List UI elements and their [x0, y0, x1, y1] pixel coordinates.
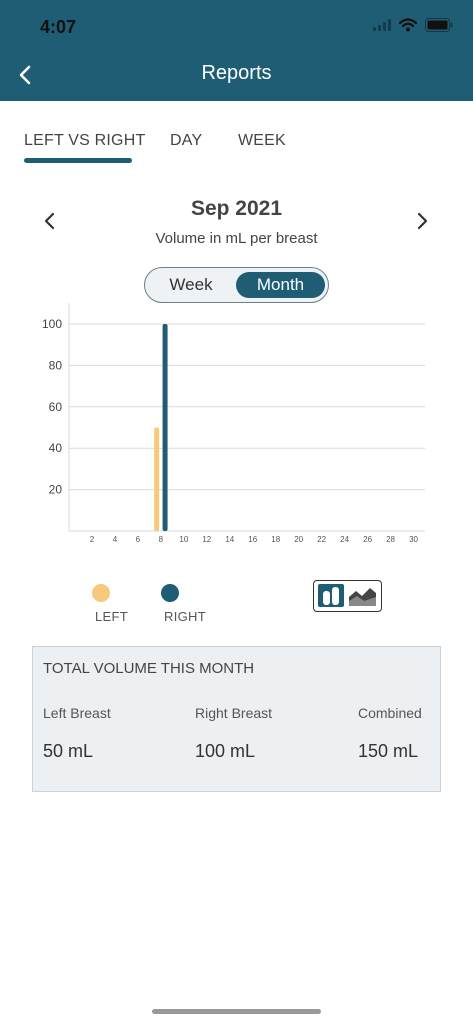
range-option-week[interactable]: Week	[169, 275, 213, 294]
range-toggle: Week Month	[144, 267, 329, 303]
chart-legend: LEFT RIGHT	[0, 580, 473, 630]
summary-label: Left Breast	[43, 705, 111, 721]
chevron-left-icon	[19, 65, 31, 85]
area-chart-icon[interactable]	[349, 588, 376, 606]
back-button[interactable]	[14, 60, 38, 90]
x-tick-label: 22	[317, 535, 326, 544]
tab-week[interactable]: WEEK	[238, 132, 286, 149]
next-month-button[interactable]	[412, 209, 432, 233]
bar-chart-icon[interactable]	[318, 584, 344, 607]
y-tick-label: 60	[49, 400, 63, 414]
chart-type-toggle[interactable]	[313, 580, 382, 612]
x-tick-label: 30	[409, 535, 418, 544]
period-navigator: Sep 2021 Volume in mL per breast	[0, 195, 473, 255]
status-icons	[373, 18, 453, 32]
x-tick-label: 14	[225, 535, 234, 544]
summary-label: Combined	[358, 705, 422, 721]
y-tick-label: 40	[49, 441, 63, 455]
y-tick-label: 100	[42, 317, 62, 331]
x-tick-label: 20	[294, 535, 303, 544]
status-time: 4:07	[40, 17, 77, 37]
legend-left-label: LEFT	[95, 609, 128, 624]
summary-left-breast: Left Breast 50 mL	[43, 705, 111, 762]
x-tick-label: 28	[386, 535, 395, 544]
x-tick-label: 6	[136, 535, 141, 544]
x-tick-label: 4	[113, 535, 118, 544]
range-option-month[interactable]: Month	[236, 272, 325, 298]
x-tick-label: 26	[363, 535, 372, 544]
x-tick-label: 18	[271, 535, 280, 544]
summary-right-breast: Right Breast 100 mL	[195, 705, 272, 762]
period-title: Sep 2021	[190, 197, 283, 220]
summary-value: 150 mL	[358, 741, 419, 761]
tab-left-vs-right[interactable]: LEFT VS RIGHT	[24, 132, 146, 149]
summary-combined: Combined 150 mL	[358, 705, 422, 762]
app-header: 4:07 Reports	[0, 0, 473, 101]
cellular-signal-icon	[373, 19, 391, 31]
y-tick-label: 80	[49, 358, 63, 372]
summary-title: TOTAL VOLUME THIS MONTH	[43, 660, 255, 677]
chevron-left-icon	[44, 212, 55, 230]
x-tick-label: 2	[90, 535, 95, 544]
x-tick-label: 8	[159, 535, 164, 544]
legend-right-label: RIGHT	[164, 609, 206, 624]
period-subtitle: Volume in mL per breast	[155, 230, 318, 247]
summary-value: 100 mL	[195, 741, 256, 761]
summary-label: Right Breast	[195, 705, 273, 721]
battery-icon	[425, 18, 453, 32]
tab-day[interactable]: DAY	[170, 132, 203, 149]
legend-left-swatch	[92, 584, 110, 602]
volume-chart: 20 40 60 80 100 2 4 6 8 10 12 14 16 18 20 22 24 26 28 30	[0, 300, 473, 550]
previous-month-button[interactable]	[40, 209, 60, 233]
monthly-summary-card: TOTAL VOLUME THIS MONTH Left Breast 50 m…	[32, 646, 441, 792]
x-tick-label: 16	[248, 535, 257, 544]
legend-right-swatch	[161, 584, 179, 602]
chevron-right-icon	[417, 212, 428, 230]
y-tick-label: 20	[49, 483, 63, 497]
page-title: Reports	[201, 62, 272, 84]
bar-right	[162, 324, 168, 531]
summary-value: 50 mL	[43, 741, 94, 761]
active-tab-indicator	[24, 158, 132, 163]
wifi-icon	[399, 18, 417, 32]
x-tick-label: 24	[340, 535, 349, 544]
report-tabs: LEFT VS RIGHT DAY WEEK	[0, 128, 473, 168]
x-tick-label: 10	[179, 535, 188, 544]
home-indicator	[152, 1009, 321, 1014]
bar-left	[154, 427, 160, 531]
x-tick-label: 12	[202, 535, 211, 544]
